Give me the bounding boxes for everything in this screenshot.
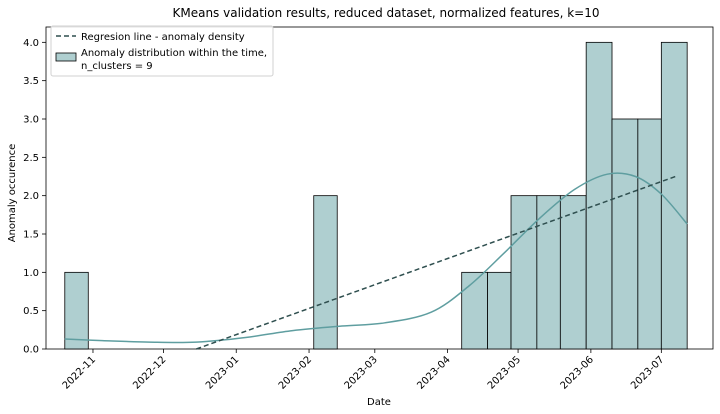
legend: Regresion line - anomaly density Anomaly…: [50, 25, 274, 77]
legend-patch-swatch: [55, 52, 77, 62]
y-tick-label: 1.5: [23, 230, 39, 241]
x-tick-label: 2022-12: [131, 354, 168, 391]
y-tick-label: 0.5: [23, 306, 39, 317]
histogram-bar: [64, 271, 89, 350]
legend-item-distribution-line1: Anomaly distribution within the time,: [81, 48, 267, 59]
histogram-bar: [461, 271, 488, 350]
x-axis-title: Date: [367, 397, 391, 408]
legend-item-regression: Regresion line - anomaly density: [81, 32, 245, 43]
y-tick-label: 0.0: [23, 345, 39, 356]
regression-line: [196, 175, 676, 350]
plot-frame: [45, 26, 714, 350]
y-tick-label: 2.5: [23, 153, 39, 164]
x-axis: 2022-11 2022-12 2023-01 2023-02 2023-03 2023-…: [61, 349, 666, 392]
y-axis-title: Anomaly occurence: [7, 144, 18, 243]
x-tick-label: 2023-07: [629, 354, 666, 391]
histogram-bar: [313, 195, 338, 350]
histogram-bar: [637, 118, 662, 350]
histogram-bar: [611, 118, 639, 350]
y-axis: 0.0 0.5 1.0 1.5 2.0 2.5 3.0 3.5 4.0: [23, 38, 46, 356]
histogram-bar: [559, 195, 587, 350]
x-tick-label: 2023-06: [559, 354, 596, 391]
x-tick-label: 2023-02: [277, 354, 314, 391]
x-tick-label: 2023-03: [343, 354, 380, 391]
x-tick-label: 2023-01: [204, 354, 241, 391]
legend-frame: [50, 25, 274, 77]
histogram-bars: [64, 41, 688, 350]
legend-item-distribution-line2: n_clusters = 9: [81, 61, 153, 72]
y-tick-label: 1.0: [23, 268, 39, 279]
y-tick-label: 4.0: [23, 38, 39, 49]
histogram-bar: [487, 271, 512, 350]
y-tick-label: 2.0: [23, 191, 39, 202]
plot-area: [45, 26, 714, 350]
y-tick-label: 3.5: [23, 76, 39, 87]
x-tick-label: 2023-04: [415, 354, 452, 391]
histogram-bar: [536, 195, 561, 350]
kde-curve: [64, 172, 688, 344]
x-tick-label: 2022-11: [61, 354, 98, 391]
x-tick-label: 2023-05: [486, 354, 523, 391]
y-tick-label: 3.0: [23, 115, 39, 126]
chart-title: KMeans validation results, reduced datas…: [172, 6, 599, 20]
histogram-bar: [660, 41, 688, 350]
histogram-bar: [510, 195, 538, 350]
histogram-bar: [585, 41, 613, 350]
